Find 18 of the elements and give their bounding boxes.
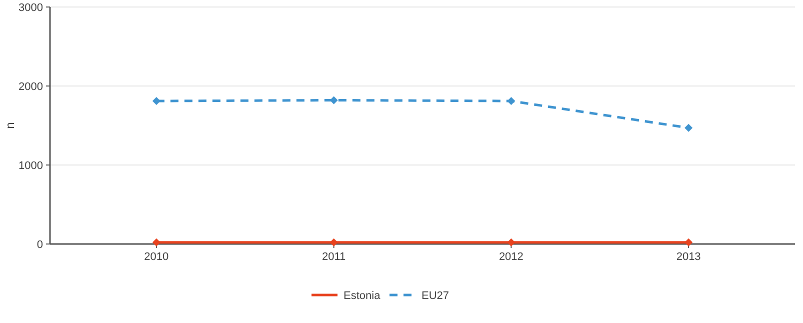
y-tick-label: 2000 <box>18 80 43 93</box>
y-tick-label: 3000 <box>18 2 43 14</box>
point <box>507 97 516 106</box>
point <box>684 238 693 246</box>
point <box>507 238 516 246</box>
legend-label: EU27 <box>422 290 450 302</box>
point <box>684 124 693 132</box>
x-tick-label: 2012 <box>498 251 524 263</box>
point <box>152 97 160 106</box>
x-tick-label: 2013 <box>676 251 701 263</box>
y-tick-label: 1000 <box>18 160 43 172</box>
y-tick-label: 0 <box>36 238 43 251</box>
x-tick-label: 2010 <box>144 251 169 263</box>
legend-label: Estonia <box>344 290 382 302</box>
x-tick-label: 2011 <box>322 251 346 263</box>
point <box>152 238 160 246</box>
y-axis-title: n <box>3 122 17 129</box>
point <box>330 238 338 246</box>
